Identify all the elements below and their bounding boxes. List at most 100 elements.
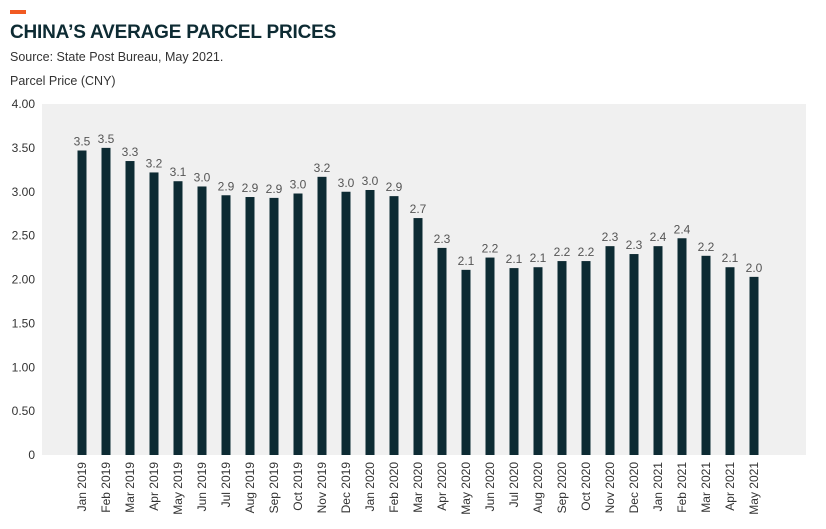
bar xyxy=(149,172,159,455)
data-label: 3.2 xyxy=(314,161,331,175)
bar xyxy=(581,261,591,455)
x-tick-label: Dec 2020 xyxy=(627,462,641,514)
data-label: 2.1 xyxy=(722,251,739,265)
y-tick-label: 3.00 xyxy=(12,185,36,199)
data-label: 2.4 xyxy=(650,230,667,244)
accent-bar xyxy=(10,10,26,14)
data-label: 2.0 xyxy=(746,261,763,275)
bar xyxy=(413,218,423,455)
x-tick-label: Feb 2019 xyxy=(99,462,113,513)
bar xyxy=(437,247,447,455)
x-tick-label: Aug 2020 xyxy=(531,462,545,514)
bar xyxy=(293,193,303,455)
bar xyxy=(725,267,735,455)
chart-subtitle: Source: State Post Bureau, May 2021. xyxy=(10,50,224,64)
data-label: 3.5 xyxy=(98,132,115,146)
bar xyxy=(101,147,111,455)
y-tick-label: 2.50 xyxy=(12,229,36,243)
x-tick-label: Sep 2019 xyxy=(267,462,281,514)
data-label: 2.9 xyxy=(242,181,259,195)
y-tick-label: 1.50 xyxy=(12,316,36,330)
data-label: 2.3 xyxy=(434,232,451,246)
x-tick-label: Jun 2020 xyxy=(483,462,497,512)
bar xyxy=(317,176,327,455)
data-label: 2.1 xyxy=(530,251,547,265)
bar xyxy=(197,186,207,456)
data-label: 2.9 xyxy=(386,180,403,194)
y-tick-label: 0 xyxy=(28,448,35,462)
x-tick-label: Apr 2020 xyxy=(435,462,449,511)
x-tick-label: Dec 2019 xyxy=(339,462,353,514)
bar xyxy=(629,254,639,455)
x-tick-label: Jul 2020 xyxy=(507,462,521,508)
x-tick-label: Mar 2019 xyxy=(123,462,137,513)
x-tick-label: Sep 2020 xyxy=(555,462,569,514)
x-tick-label: Jul 2019 xyxy=(219,462,233,508)
bar xyxy=(245,197,255,455)
x-tick-label: Mar 2020 xyxy=(411,462,425,513)
chart-title: CHINA’S AVERAGE PARCEL PRICES xyxy=(10,22,337,43)
y-tick-label: 0.50 xyxy=(12,404,36,418)
data-label: 3.3 xyxy=(122,145,139,159)
data-label: 2.2 xyxy=(578,245,595,259)
y-tick-label: 1.00 xyxy=(12,360,36,374)
data-label: 3.5 xyxy=(74,135,91,149)
bar xyxy=(389,196,399,455)
y-axis-label: Parcel Price (CNY) xyxy=(10,74,116,88)
bar xyxy=(269,197,279,455)
x-tick-label: Jan 2020 xyxy=(363,462,377,512)
x-tick-label: Jan 2019 xyxy=(75,462,89,512)
bar xyxy=(365,189,375,455)
data-label: 3.0 xyxy=(338,176,355,190)
data-label: 2.1 xyxy=(506,252,523,266)
data-label: 3.2 xyxy=(146,156,163,170)
bar xyxy=(557,261,567,455)
y-tick-label: 4.00 xyxy=(12,97,36,111)
x-tick-label: Oct 2019 xyxy=(291,462,305,511)
bar xyxy=(749,276,759,455)
bar xyxy=(125,161,135,455)
x-tick-label: May 2020 xyxy=(459,462,473,515)
x-tick-label: May 2021 xyxy=(747,462,761,515)
bar xyxy=(77,150,87,455)
data-label: 3.1 xyxy=(170,165,187,179)
x-tick-label: Mar 2021 xyxy=(699,462,713,513)
x-tick-label: Nov 2019 xyxy=(315,462,329,514)
bar xyxy=(605,246,615,455)
data-label: 2.9 xyxy=(218,179,235,193)
x-tick-label: Apr 2021 xyxy=(723,462,737,511)
bar xyxy=(509,268,519,455)
x-tick-label: Oct 2020 xyxy=(579,462,593,511)
data-label: 2.2 xyxy=(482,242,499,256)
data-label: 2.7 xyxy=(410,202,427,216)
data-label: 3.0 xyxy=(362,174,379,188)
data-label: 2.3 xyxy=(602,230,619,244)
x-tick-label: Feb 2020 xyxy=(387,462,401,513)
bar xyxy=(701,255,711,455)
bar xyxy=(221,195,231,455)
bar xyxy=(485,257,495,455)
x-tick-label: Jan 2021 xyxy=(651,462,665,512)
y-tick-label: 3.50 xyxy=(12,141,36,155)
data-label: 2.9 xyxy=(266,182,283,196)
x-tick-label: Nov 2020 xyxy=(603,462,617,514)
data-label: 2.4 xyxy=(674,222,691,236)
data-label: 2.3 xyxy=(626,238,643,252)
bar xyxy=(341,191,351,455)
x-tick-label: Feb 2021 xyxy=(675,462,689,513)
data-label: 2.1 xyxy=(458,254,475,268)
x-tick-label: Jun 2019 xyxy=(195,462,209,512)
data-label: 2.2 xyxy=(554,245,571,259)
y-tick-label: 2.00 xyxy=(12,273,36,287)
bar xyxy=(173,181,183,455)
x-tick-label: Aug 2019 xyxy=(243,462,257,514)
x-tick-label: Apr 2019 xyxy=(147,462,161,511)
x-tick-label: May 2019 xyxy=(171,462,185,515)
bar xyxy=(653,246,663,455)
bar xyxy=(533,267,543,455)
data-label: 3.0 xyxy=(290,178,307,192)
data-label: 2.2 xyxy=(698,240,715,254)
bar xyxy=(461,269,471,455)
bar xyxy=(677,238,687,455)
